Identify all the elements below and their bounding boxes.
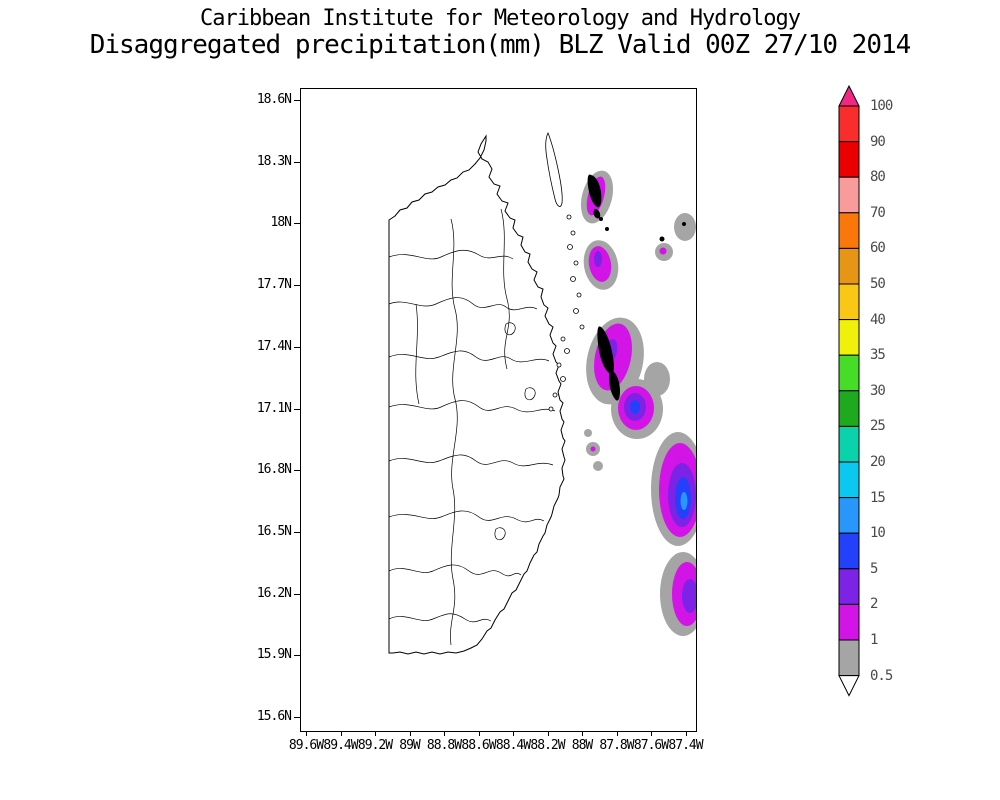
lon-tick-mark bbox=[478, 731, 480, 736]
lat-tick-label: 18.3N bbox=[256, 153, 292, 169]
colorbar-segment bbox=[838, 354, 860, 392]
lat-tick-label: 18N bbox=[270, 215, 293, 231]
colorbar-label: 80 bbox=[870, 169, 886, 186]
title-line-1: Caribbean Institute for Meteorology and … bbox=[199, 6, 801, 31]
lat-tick-mark bbox=[294, 470, 300, 472]
ambergris-caye bbox=[545, 132, 563, 207]
lon-tick-label: 88.2W bbox=[530, 738, 565, 753]
colorbar-label: 20 bbox=[870, 454, 886, 470]
lon-tick-mark bbox=[685, 731, 687, 736]
colorbar-segment bbox=[838, 497, 860, 534]
lat-tick-mark bbox=[294, 408, 300, 410]
colorbar-label: 25 bbox=[870, 418, 886, 435]
colorbar-segment bbox=[838, 568, 860, 605]
lon-tick-mark bbox=[582, 731, 583, 736]
colorbar-label: 30 bbox=[870, 382, 886, 399]
colorbar-segment bbox=[838, 105, 860, 143]
colorbar: 100 90 80 70 60 50 40 35 30 25 20 15 10 5 2 1 0.5 bbox=[838, 84, 933, 710]
colorbar-segment bbox=[838, 425, 860, 463]
colorbar-label: 70 bbox=[870, 204, 886, 221]
colorbar-label: 2 bbox=[870, 596, 879, 613]
colorbar-label: 50 bbox=[870, 276, 886, 292]
lon-tick-mark bbox=[306, 731, 307, 736]
lon-tick-mark bbox=[409, 731, 411, 736]
colorbar-segment bbox=[838, 532, 860, 570]
lat-tick-mark bbox=[294, 655, 300, 657]
lat-tick-mark bbox=[294, 100, 300, 101]
colorbar-segment bbox=[838, 319, 860, 356]
colorbar-arrow-top bbox=[838, 84, 860, 107]
colorbar-label: 1 bbox=[870, 632, 879, 648]
colorbar-segment bbox=[838, 461, 860, 499]
lat-tick-mark bbox=[294, 346, 300, 348]
lat-axis: 18.6N 18.3N 18N 17.7N 17.4N 17.1N 16.8N 16.5N 16… bbox=[230, 88, 300, 731]
lon-tick-mark bbox=[616, 731, 618, 736]
map-svg bbox=[388, 132, 696, 655]
lat-tick-label: 15.9N bbox=[256, 647, 292, 663]
lon-tick-mark bbox=[513, 731, 514, 736]
lat-tick-mark bbox=[294, 223, 300, 225]
lat-tick-label: 16.8N bbox=[256, 462, 292, 478]
lon-tick-label: 88.8W bbox=[426, 738, 462, 753]
lon-tick-mark bbox=[375, 731, 376, 736]
colorbar-label: 10 bbox=[870, 525, 886, 542]
colorbar-svg bbox=[838, 84, 860, 697]
lon-axis: 89.6W 89.4W 89.2W 89W 88.8W 88.6W 88.4W 88.2W 88… bbox=[289, 731, 704, 761]
lon-tick-label: 87.4W bbox=[668, 738, 703, 753]
lon-tick-mark bbox=[547, 731, 549, 736]
colorbar-segment bbox=[838, 141, 860, 178]
colorbar-segment bbox=[838, 176, 860, 214]
lon-tick-label: 88.6W bbox=[461, 738, 496, 753]
lon-tick-mark bbox=[444, 731, 445, 736]
lon-tick-label: 89W bbox=[399, 738, 421, 753]
lat-tick-mark bbox=[294, 531, 300, 533]
colorbar-label: 35 bbox=[870, 347, 886, 364]
lon-tick-label: 87.6W bbox=[633, 738, 669, 753]
colorbar-segment bbox=[838, 390, 860, 427]
lat-tick-label: 16.2N bbox=[256, 585, 292, 601]
colorbar-segment bbox=[838, 247, 860, 285]
colorbar-label: 40 bbox=[870, 311, 886, 328]
cayes bbox=[545, 132, 585, 412]
colorbar-segment bbox=[838, 283, 860, 321]
district-boundaries bbox=[388, 208, 556, 646]
colorbar-segment bbox=[838, 603, 860, 641]
lon-tick-mark bbox=[340, 731, 342, 736]
belize-coastline bbox=[388, 134, 566, 655]
lat-tick-mark bbox=[294, 161, 300, 163]
map-plot bbox=[300, 88, 697, 732]
lon-tick-label: 89.6W bbox=[288, 738, 324, 753]
lon-tick-label: 88W bbox=[571, 738, 594, 753]
colorbar-label: 100 bbox=[870, 98, 893, 114]
lat-tick-label: 18.6N bbox=[256, 92, 292, 107]
lon-tick-label: 87.8W bbox=[599, 738, 634, 753]
colorbar-label: 0.5 bbox=[870, 667, 893, 684]
precip-lightblue-10-15mm bbox=[680, 492, 688, 510]
lat-tick-label: 17.4N bbox=[256, 338, 292, 354]
lon-tick-label: 88.4W bbox=[495, 738, 531, 753]
title-line-2: Disaggregated precipitation(mm) BLZ Vali… bbox=[89, 30, 912, 60]
lon-tick-mark bbox=[651, 731, 652, 736]
colorbar-segment bbox=[838, 212, 860, 249]
lat-tick-label: 17.7N bbox=[256, 277, 292, 293]
lat-tick-label: 15.6N bbox=[256, 709, 292, 724]
colorbar-label: 60 bbox=[870, 240, 886, 257]
lon-tick-label: 89.4W bbox=[323, 738, 358, 753]
colorbar-label: 5 bbox=[870, 560, 879, 577]
lat-tick-label: 16.5N bbox=[256, 523, 292, 539]
lon-tick-label: 89.2W bbox=[357, 738, 393, 753]
reef-cayes-dark bbox=[587, 174, 686, 401]
colorbar-label: 15 bbox=[870, 489, 886, 506]
colorbar-label: 90 bbox=[870, 133, 886, 150]
colorbar-arrow-bottom bbox=[838, 675, 860, 697]
lat-tick-label: 17.1N bbox=[256, 400, 292, 416]
lat-tick-mark bbox=[294, 717, 300, 718]
lat-tick-mark bbox=[294, 285, 300, 287]
lat-tick-mark bbox=[294, 593, 300, 595]
colorbar-segment bbox=[838, 639, 860, 677]
